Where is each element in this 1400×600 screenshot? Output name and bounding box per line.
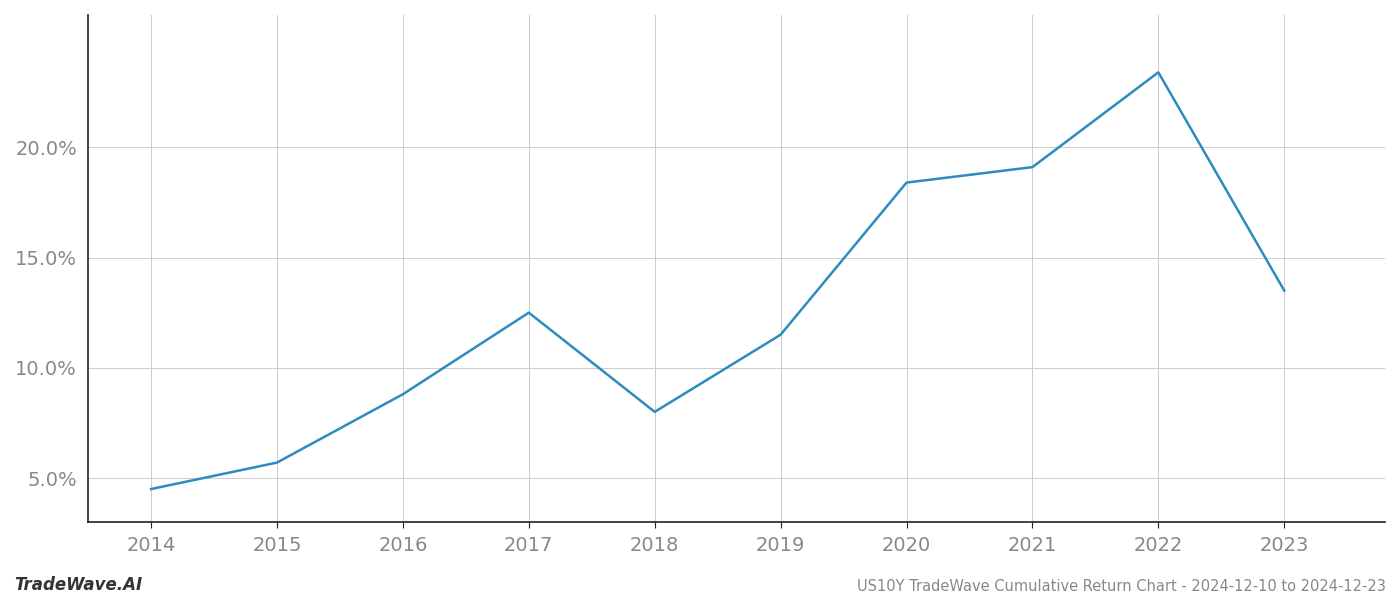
Text: TradeWave.AI: TradeWave.AI xyxy=(14,576,143,594)
Text: US10Y TradeWave Cumulative Return Chart - 2024-12-10 to 2024-12-23: US10Y TradeWave Cumulative Return Chart … xyxy=(857,579,1386,594)
